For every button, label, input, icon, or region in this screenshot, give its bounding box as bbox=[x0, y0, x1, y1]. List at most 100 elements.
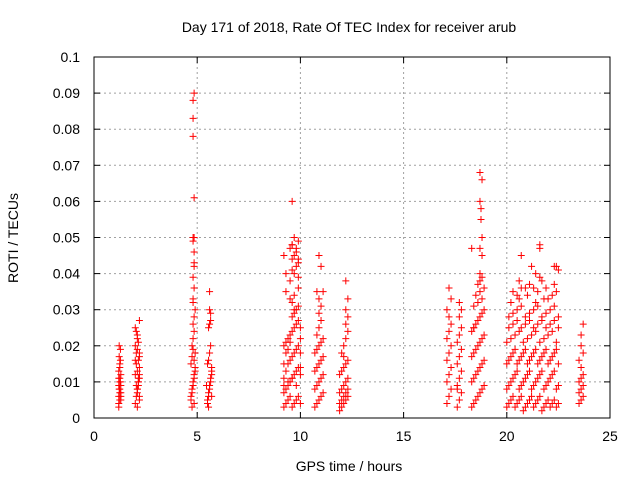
data-point bbox=[552, 403, 560, 411]
plot-frame bbox=[93, 56, 611, 419]
data-point bbox=[575, 356, 583, 364]
data-point bbox=[528, 392, 536, 400]
data-point bbox=[480, 356, 488, 364]
data-point bbox=[453, 360, 461, 368]
data-point bbox=[336, 371, 344, 379]
y-axis-label: ROTI / TECUs bbox=[5, 193, 21, 283]
data-point bbox=[515, 327, 523, 335]
data-point bbox=[548, 291, 556, 299]
data-point bbox=[313, 400, 321, 408]
data-point bbox=[190, 356, 198, 364]
data-point bbox=[470, 349, 478, 357]
data-point bbox=[311, 367, 319, 375]
data-point bbox=[552, 288, 560, 296]
data-point bbox=[511, 371, 519, 379]
data-point bbox=[317, 302, 325, 310]
data-point bbox=[474, 298, 482, 306]
data-point bbox=[315, 360, 323, 368]
data-point bbox=[447, 385, 455, 393]
data-point bbox=[521, 403, 529, 411]
data-point bbox=[552, 338, 560, 346]
data-point bbox=[189, 96, 197, 104]
data-point bbox=[505, 400, 513, 408]
data-point bbox=[480, 284, 488, 292]
data-point bbox=[536, 356, 544, 364]
data-point bbox=[577, 374, 585, 382]
data-point bbox=[286, 356, 294, 364]
data-point bbox=[477, 205, 485, 213]
data-point bbox=[205, 403, 213, 411]
data-point bbox=[115, 374, 123, 382]
data-point bbox=[338, 403, 346, 411]
data-point bbox=[476, 169, 484, 177]
data-point bbox=[470, 400, 478, 408]
data-point bbox=[294, 342, 302, 350]
data-point bbox=[190, 313, 198, 321]
data-point bbox=[579, 320, 587, 328]
data-point bbox=[509, 288, 517, 296]
data-point bbox=[503, 403, 511, 411]
data-point bbox=[317, 317, 325, 325]
data-point bbox=[554, 360, 562, 368]
data-point bbox=[517, 382, 525, 390]
data-point bbox=[135, 317, 143, 325]
data-point bbox=[443, 400, 451, 408]
data-point bbox=[476, 338, 484, 346]
data-point bbox=[505, 382, 513, 390]
data-point bbox=[526, 280, 534, 288]
data-point bbox=[468, 327, 476, 335]
data-point bbox=[513, 306, 521, 314]
data-point bbox=[455, 298, 463, 306]
data-point bbox=[207, 374, 215, 382]
data-point bbox=[575, 389, 583, 397]
data-point bbox=[296, 363, 304, 371]
data-point bbox=[453, 403, 461, 411]
data-point bbox=[445, 349, 453, 357]
data-point bbox=[338, 396, 346, 404]
data-point bbox=[288, 313, 296, 321]
data-point bbox=[453, 338, 461, 346]
data-point bbox=[509, 349, 517, 357]
data-point bbox=[478, 273, 486, 281]
data-point bbox=[536, 371, 544, 379]
data-point bbox=[521, 313, 529, 321]
y-tick-label: 0.07 bbox=[53, 157, 80, 173]
data-point bbox=[474, 342, 482, 350]
data-point bbox=[311, 403, 319, 411]
data-point bbox=[503, 385, 511, 393]
data-point bbox=[550, 280, 558, 288]
data-point bbox=[530, 306, 538, 314]
data-point bbox=[538, 367, 546, 375]
data-point bbox=[515, 277, 523, 285]
data-point bbox=[468, 244, 476, 252]
data-point bbox=[288, 374, 296, 382]
data-point bbox=[313, 382, 321, 390]
data-point bbox=[457, 367, 465, 375]
data-point bbox=[286, 244, 294, 252]
x-tick-label: 10 bbox=[293, 428, 309, 444]
data-point bbox=[542, 382, 550, 390]
data-point bbox=[290, 349, 298, 357]
data-point bbox=[338, 367, 346, 375]
data-point bbox=[282, 367, 290, 375]
data-point bbox=[294, 317, 302, 325]
data-point bbox=[190, 259, 198, 267]
data-point bbox=[536, 392, 544, 400]
y-tick-label: 0.01 bbox=[53, 374, 80, 390]
data-point bbox=[534, 288, 542, 296]
data-point bbox=[542, 309, 550, 317]
data-point bbox=[206, 320, 214, 328]
data-point bbox=[313, 331, 321, 339]
data-point bbox=[546, 320, 554, 328]
data-point bbox=[577, 331, 585, 339]
y-tick-label: 0.04 bbox=[53, 266, 80, 282]
data-point bbox=[286, 295, 294, 303]
data-point bbox=[480, 382, 488, 390]
data-point bbox=[115, 353, 123, 361]
data-point bbox=[190, 194, 198, 202]
data-point bbox=[342, 306, 350, 314]
data-point bbox=[540, 349, 548, 357]
data-point bbox=[117, 392, 125, 400]
data-point bbox=[554, 382, 562, 390]
data-point bbox=[480, 331, 488, 339]
